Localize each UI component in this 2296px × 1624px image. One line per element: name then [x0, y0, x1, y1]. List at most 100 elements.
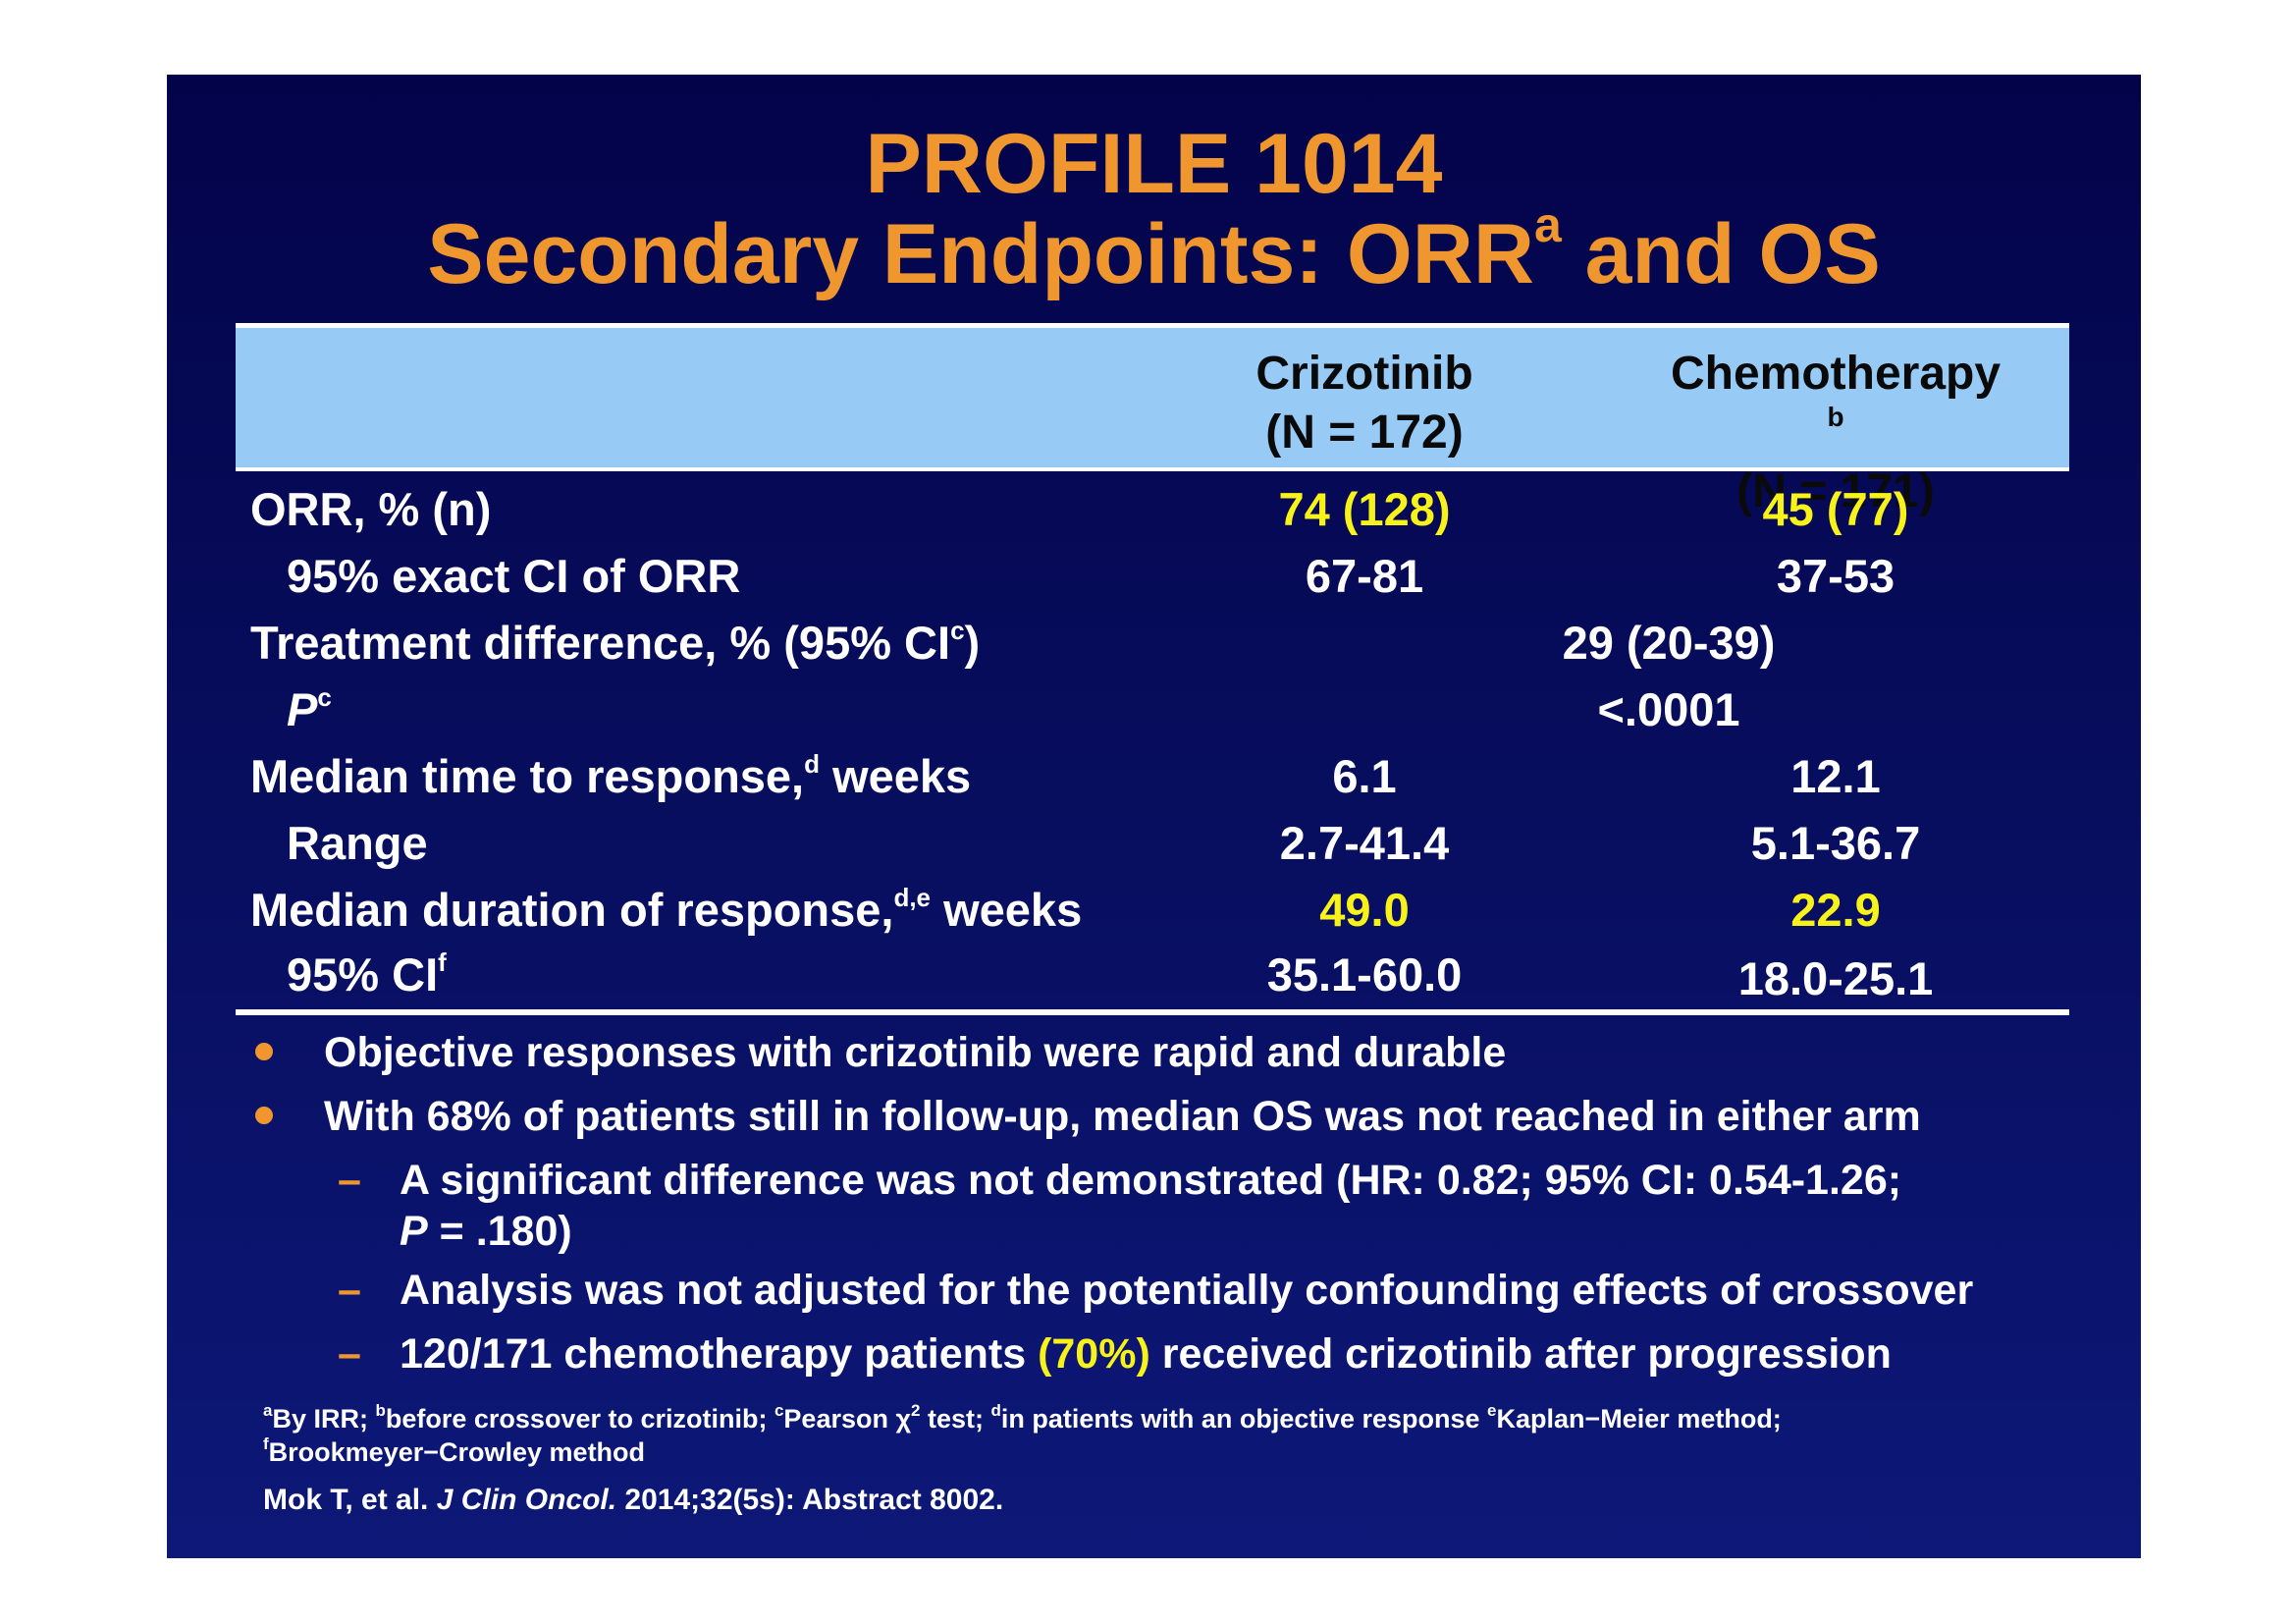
- cell-chemotherapy: 22.9: [1790, 884, 1881, 936]
- footnote-text: By IRR;: [272, 1404, 376, 1434]
- citation-journal: J Clin Oncol.: [436, 1484, 617, 1516]
- row-label-superscript: c: [950, 616, 965, 645]
- table-row-orr-ci: 95% exact CI of ORR 67-81 37-53: [167, 544, 2141, 609]
- footnote-text: Brookmeyer−Crowley method: [268, 1437, 646, 1467]
- title-line-2: Secondary Endpoints: ORRa and OS: [167, 200, 2141, 301]
- bullet-item: Objective responses with crizotinib were…: [255, 1027, 1507, 1078]
- table-bottom-rule: [236, 1009, 2069, 1015]
- row-label: Range: [287, 817, 428, 869]
- row-label-superscript: d,e: [893, 883, 932, 912]
- sub-bullet-item: – A significant difference was not demon…: [338, 1155, 1902, 1257]
- column-superscript: b: [1827, 402, 1844, 432]
- cell-chemotherapy: 12.1: [1790, 750, 1881, 802]
- column-n: (N = 172): [1265, 406, 1464, 459]
- row-label-superscript: d: [804, 749, 821, 779]
- title-line-1: PROFILE 1014: [865, 117, 1443, 211]
- sub-bullet-text: A significant difference was not demonst…: [400, 1157, 1902, 1204]
- footnote-text: test;: [920, 1404, 991, 1434]
- row-label: Median duration of response,d,e weeks: [250, 878, 1082, 943]
- footnote-marker: f: [263, 1435, 269, 1453]
- bullet-text: With 68% of patients still in follow-up,…: [324, 1093, 1921, 1140]
- row-label: ORR, % (n): [250, 483, 492, 535]
- table-row-duration-ci: 95% CIf 35.1-60.0 18.0-25.1: [167, 943, 2141, 1007]
- footnote-text: before crossover to crizotinib;: [385, 1404, 774, 1434]
- cell-crizotinib: 2.7-41.4: [1279, 817, 1450, 869]
- sub-bullet-item: – Analysis was not adjusted for the pote…: [338, 1265, 1974, 1316]
- column-name: Crizotinib: [1255, 348, 1473, 400]
- footnote-text: Pearson χ: [783, 1404, 912, 1434]
- cell-spanning: <.0001: [1597, 683, 1740, 735]
- cell-chemotherapy: 18.0-25.1: [1737, 952, 1934, 1004]
- bullet-text: Objective responses with crizotinib were…: [324, 1029, 1507, 1076]
- row-label-text: 95% CI: [287, 948, 439, 1001]
- footnote-exponent: 2: [911, 1401, 921, 1420]
- column-name-text: Chemotherapy: [1670, 348, 2002, 400]
- footnote-marker: a: [263, 1401, 273, 1420]
- cell-crizotinib: 49.0: [1319, 884, 1410, 936]
- citation: Mok T, et al. J Clin Oncol. 2014;32(5s):…: [263, 1481, 1003, 1520]
- highlighted-percentage: (70%): [1038, 1330, 1150, 1378]
- footnote-marker: e: [1487, 1401, 1497, 1420]
- row-label-text: Treatment difference, % (95% CI: [250, 617, 951, 669]
- dash-bullet-icon: –: [338, 1330, 361, 1378]
- column-header-chemotherapy: Chemotherapy b (N = 171): [1629, 345, 2042, 521]
- cell-crizotinib: 35.1-60.0: [1266, 948, 1463, 1001]
- dash-bullet-icon: –: [338, 1267, 361, 1314]
- bullet-item: With 68% of patients still in follow-up,…: [255, 1091, 1921, 1142]
- table-top-rule: [236, 323, 2069, 328]
- row-label: 95% exact CI of ORR: [287, 550, 741, 602]
- table-header-band: [236, 328, 2069, 467]
- sub-bullet-p: P: [400, 1208, 428, 1255]
- table-header-rule: [236, 467, 2069, 471]
- table-row-median-duration-of-response: Median duration of response,d,e weeks 49…: [167, 878, 2141, 943]
- row-label-end: weeks: [931, 884, 1083, 936]
- table-row-p-value: Pc <.0001: [167, 677, 2141, 742]
- sub-bullet-item: – 120/171 chemotherapy patients (70%) re…: [338, 1328, 1892, 1380]
- row-label-end: ): [964, 617, 981, 669]
- title-line-2-main: Secondary Endpoints: ORR: [427, 207, 1534, 301]
- row-label-superscript: f: [438, 947, 447, 977]
- footnote-marker: b: [375, 1401, 386, 1420]
- row-label-text: Median time to response,: [250, 750, 805, 802]
- footnote-line-1: aBy IRR; bbefore crossover to crizotinib…: [263, 1402, 1782, 1435]
- table-row-orr: ORR, % (n) 74 (128) 45 (77): [167, 477, 2141, 542]
- footnotes: aBy IRR; bbefore crossover to crizotinib…: [263, 1402, 1782, 1469]
- title-superscript: a: [1533, 197, 1562, 252]
- row-label-superscript: c: [317, 682, 332, 712]
- footnote-marker: d: [990, 1401, 1001, 1420]
- cell-chemotherapy: 5.1-36.7: [1750, 817, 1921, 869]
- citation-authors: Mok T, et al.: [263, 1484, 437, 1516]
- bullet-dot-icon: [255, 1107, 273, 1124]
- cell-crizotinib: 67-81: [1305, 550, 1424, 602]
- slide-title: PROFILE 1014 Secondary Endpoints: ORRa a…: [167, 119, 2141, 299]
- cell-crizotinib: 74 (128): [1278, 483, 1451, 535]
- footnote-text: Kaplan−Meier method;: [1496, 1404, 1782, 1434]
- column-n: (N = 171): [1736, 465, 1935, 517]
- table-row-treatment-difference: Treatment difference, % (95% CIc) 29 (20…: [167, 611, 2141, 676]
- sub-bullet-text: Analysis was not adjusted for the potent…: [400, 1267, 1974, 1314]
- column-header-crizotinib: Crizotinib (N = 172): [1237, 345, 1492, 462]
- footnote-line-2: fBrookmeyer−Crowley method: [263, 1435, 1782, 1469]
- row-label-end: weeks: [820, 750, 972, 802]
- sub-bullet-text: 120/171 chemotherapy patients: [400, 1330, 1039, 1378]
- row-label: Treatment difference, % (95% CIc): [250, 611, 980, 676]
- footnote-marker: c: [774, 1401, 784, 1420]
- table-row-range: Range 2.7-41.4 5.1-36.7: [167, 811, 2141, 876]
- row-label-text: Median duration of response,: [250, 884, 894, 936]
- dash-bullet-icon: –: [338, 1157, 361, 1204]
- citation-details: 2014;32(5s): Abstract 8002.: [616, 1484, 1004, 1516]
- sub-bullet-text-continued: received crizotinib after progression: [1149, 1330, 1892, 1378]
- sub-bullet-text-continued: = .180): [427, 1208, 572, 1255]
- cell-crizotinib: 6.1: [1332, 750, 1397, 802]
- row-label: 95% CIf: [287, 943, 447, 1007]
- cell-chemotherapy: 37-53: [1776, 550, 1896, 602]
- row-label-text: P: [287, 683, 318, 735]
- cell-chemotherapy: 45 (77): [1762, 483, 1909, 535]
- title-line-2-end: and OS: [1561, 207, 1881, 301]
- slide: PROFILE 1014 Secondary Endpoints: ORRa a…: [167, 75, 2141, 1558]
- table-row-median-time-to-response: Median time to response,d weeks 6.1 12.1: [167, 744, 2141, 809]
- footnote-text: in patients with an objective response: [1000, 1404, 1488, 1434]
- cell-spanning: 29 (20-39): [1562, 617, 1776, 669]
- column-name: Chemotherapy b: [1629, 345, 2042, 462]
- bullet-dot-icon: [255, 1043, 273, 1060]
